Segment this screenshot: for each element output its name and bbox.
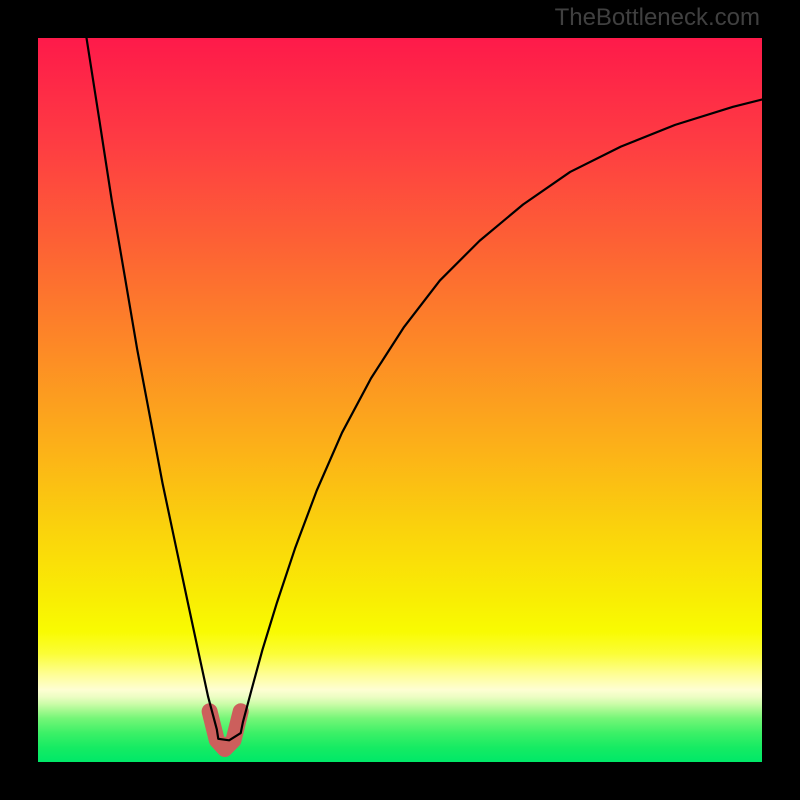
curve-layer xyxy=(38,38,762,762)
chart-frame: TheBottleneck.com xyxy=(0,0,800,800)
plot-area xyxy=(38,38,762,762)
bottleneck-curve xyxy=(87,38,762,740)
watermark-text: TheBottleneck.com xyxy=(555,6,760,30)
